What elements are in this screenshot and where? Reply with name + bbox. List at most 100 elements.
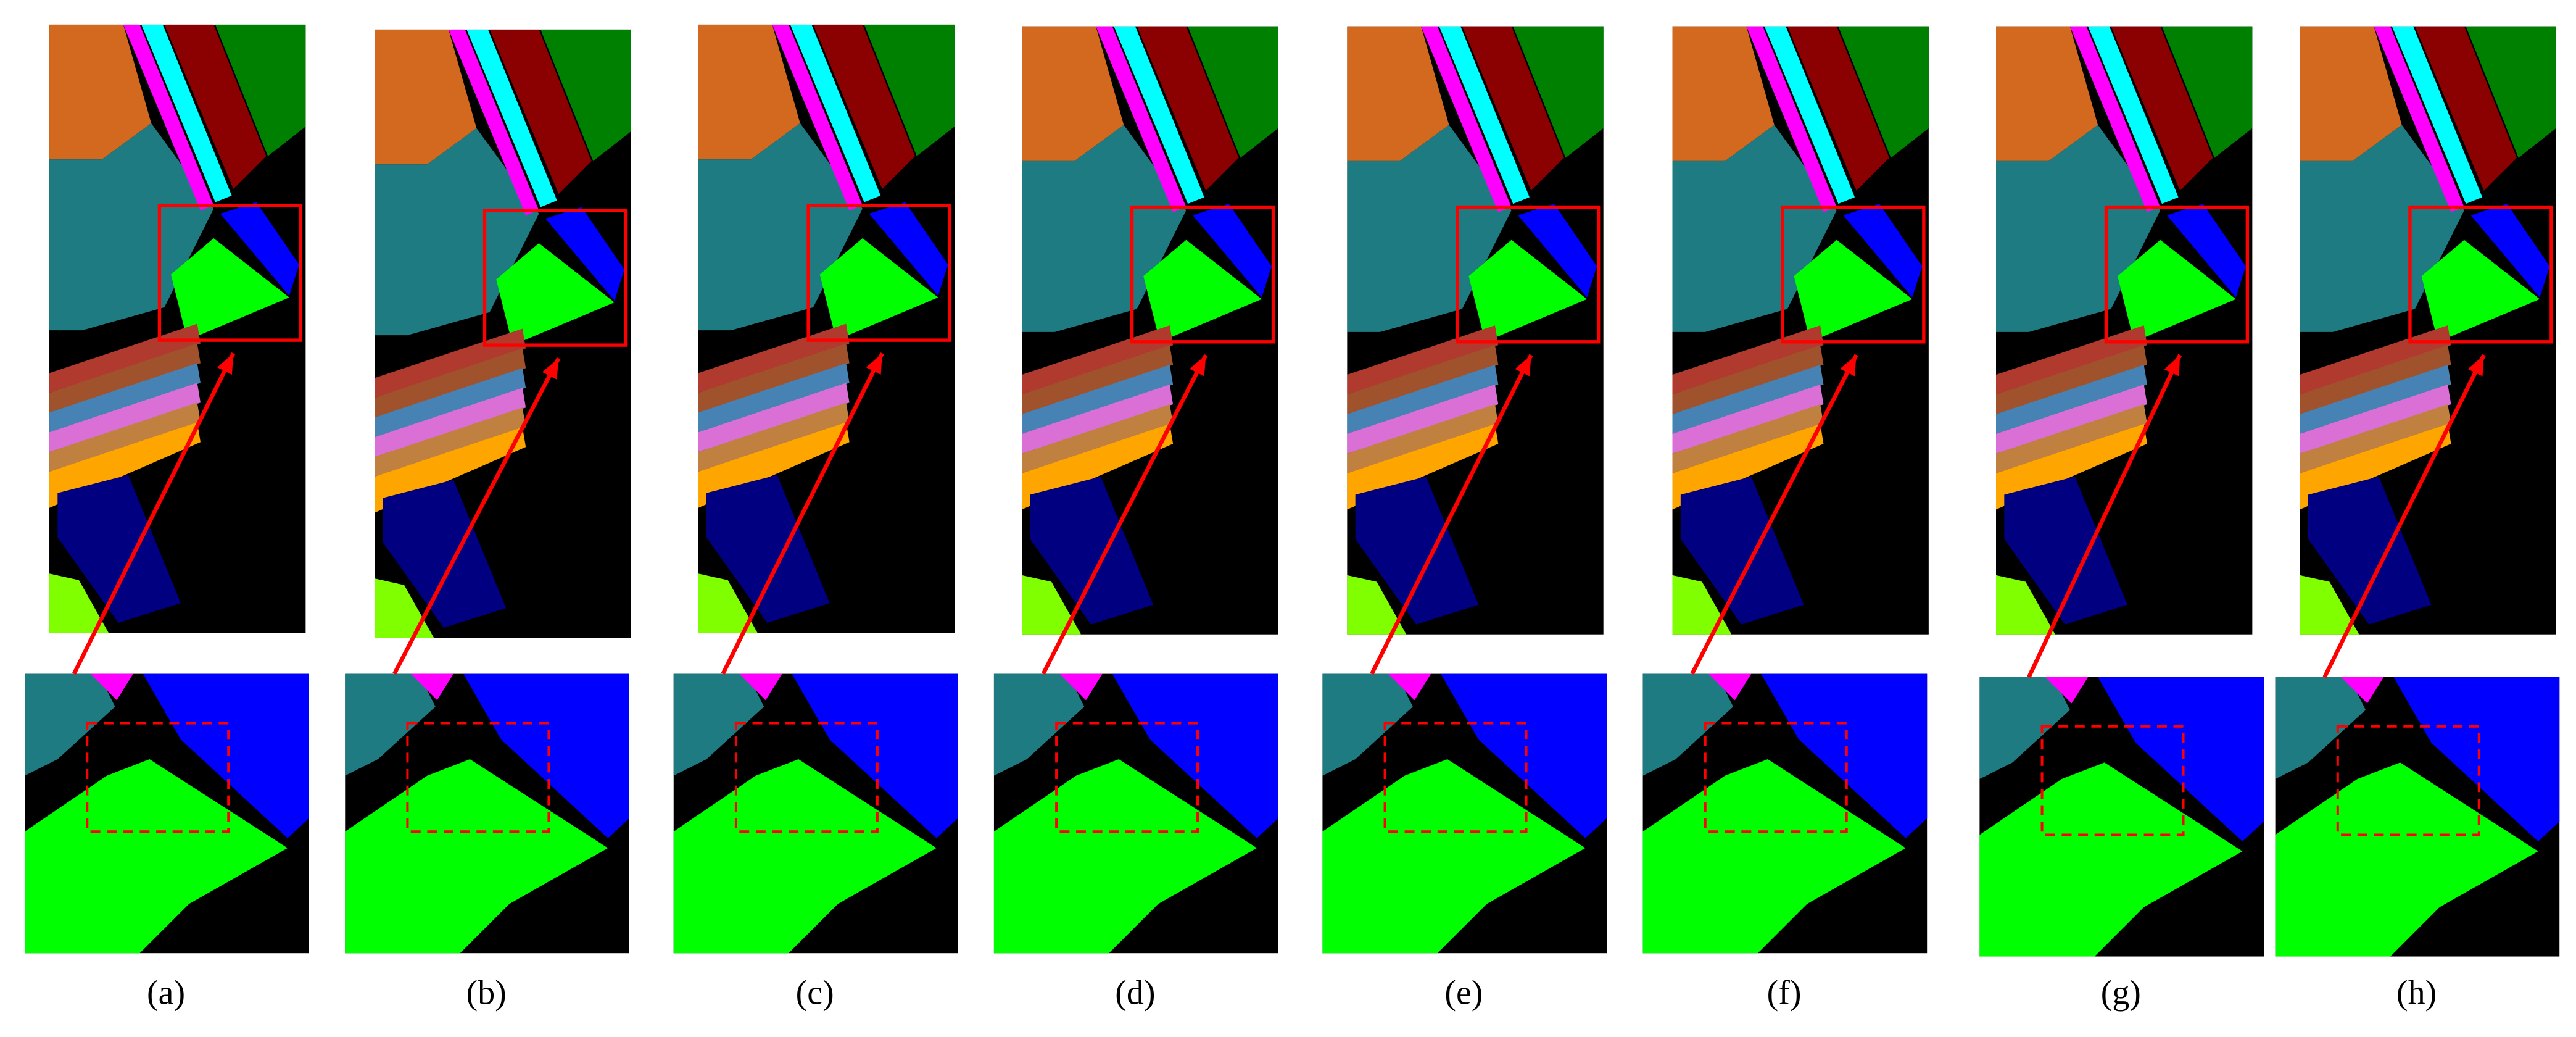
region-stripe: [1022, 365, 1174, 434]
region-stripe: [1347, 404, 1499, 473]
region-navy: [706, 475, 830, 623]
region-yellowgreen: [1996, 575, 2055, 635]
arrow-line: [2027, 354, 2182, 678]
classification-map: [1672, 26, 1929, 635]
region-stripe: [698, 402, 850, 472]
zoom-box: [2040, 725, 2185, 836]
region-navy: [1680, 477, 1804, 625]
zoom-blue: [2098, 677, 2264, 842]
zoom-teal: [993, 673, 1085, 776]
region-green: [540, 29, 631, 161]
region-stripe: [2300, 345, 2451, 414]
zoom-lime: [993, 759, 1257, 954]
zoom-map: [993, 673, 1278, 954]
region-maroon: [1462, 26, 1564, 191]
region-blue: [220, 202, 299, 296]
zoom-lime: [1979, 762, 2243, 957]
region-green: [2161, 26, 2253, 158]
region-blue: [2166, 204, 2246, 298]
region-magenta: [772, 24, 863, 210]
region-yellowgreen: [1347, 575, 1407, 635]
panel-label: (g): [2101, 973, 2141, 1012]
region-stripe: [698, 343, 850, 413]
classification-map: [49, 24, 306, 633]
classification-map: [2300, 26, 2556, 635]
zoom-magenta: [1388, 673, 1431, 701]
arrow-line: [1690, 354, 1858, 675]
region-green: [2466, 26, 2556, 158]
region-lime: [2118, 239, 2236, 342]
region-navy: [383, 480, 507, 628]
highlight-box: [1781, 205, 1926, 344]
region-green: [1188, 26, 1278, 158]
zoom-magenta: [1708, 673, 1752, 701]
region-cyan: [2392, 26, 2483, 204]
region-maroon: [1787, 26, 1889, 191]
zoom-magenta: [1059, 673, 1103, 701]
zoom-blue: [792, 673, 958, 838]
region-maroon: [813, 24, 916, 189]
zoom-map: [345, 673, 629, 954]
region-orange: [49, 24, 152, 160]
region-maroon: [1137, 26, 1239, 191]
zoom-teal: [345, 673, 436, 776]
classification-map: [375, 29, 631, 638]
region-cyan: [790, 24, 881, 202]
zoom-box: [2336, 725, 2480, 836]
region-stripe: [1672, 345, 1824, 414]
classification-map: [1347, 26, 1604, 635]
region-yellowgreen: [49, 573, 109, 633]
arrow-line: [1370, 354, 1533, 675]
region-stripe: [1996, 385, 2147, 454]
zoom-teal: [2275, 677, 2366, 779]
zoom-teal: [25, 673, 115, 776]
region-stripe: [49, 402, 201, 472]
zoom-lime: [1642, 759, 1906, 954]
region-green: [1838, 26, 1929, 158]
arrow-line: [721, 352, 884, 675]
zoom-lime: [673, 759, 937, 954]
panel-label: (a): [147, 973, 185, 1012]
zoom-map: [25, 673, 309, 954]
region-orange: [2300, 26, 2402, 161]
region-green: [215, 24, 306, 156]
region-stripe: [1347, 345, 1499, 414]
zoom-box: [86, 722, 230, 833]
region-navy: [1355, 477, 1479, 625]
arrow-head: [1840, 355, 1857, 377]
region-orange: [698, 24, 800, 160]
arrow-line: [2322, 354, 2486, 678]
region-stripe: [1672, 365, 1824, 434]
region-lime: [1468, 239, 1588, 342]
region-stripe: [375, 348, 526, 418]
region-maroon: [2111, 26, 2213, 191]
region-maroon: [164, 24, 267, 189]
zoom-magenta: [2341, 677, 2384, 704]
region-stripe: [698, 363, 850, 433]
region-orange: [1672, 26, 1775, 161]
arrow-head: [1515, 355, 1531, 377]
region-orange: [1022, 26, 1124, 161]
region-cyan: [2088, 26, 2179, 204]
region-lime: [1794, 239, 1913, 342]
region-magenta: [448, 29, 539, 215]
zoom-box: [1383, 722, 1528, 833]
region-blue: [1843, 204, 1923, 298]
region-blue: [2470, 204, 2550, 298]
region-stripe: [375, 407, 526, 477]
arrow-line: [392, 357, 561, 675]
region-stripe: [1996, 345, 2147, 414]
region-cyan: [1764, 26, 1855, 204]
region-stripe: [2300, 365, 2451, 434]
highlight-box: [2408, 205, 2553, 344]
zoom-map: [1322, 673, 1607, 954]
highlight-box: [482, 209, 628, 347]
region-green: [864, 24, 955, 156]
region-stripe: [49, 363, 201, 433]
zoom-map: [1979, 677, 2264, 957]
arrow-head: [2467, 355, 2484, 377]
panel-label: (d): [1115, 973, 1155, 1012]
zoom-map: [1642, 673, 1928, 954]
zoom-teal: [1979, 677, 2070, 779]
classification-map: [698, 24, 955, 633]
